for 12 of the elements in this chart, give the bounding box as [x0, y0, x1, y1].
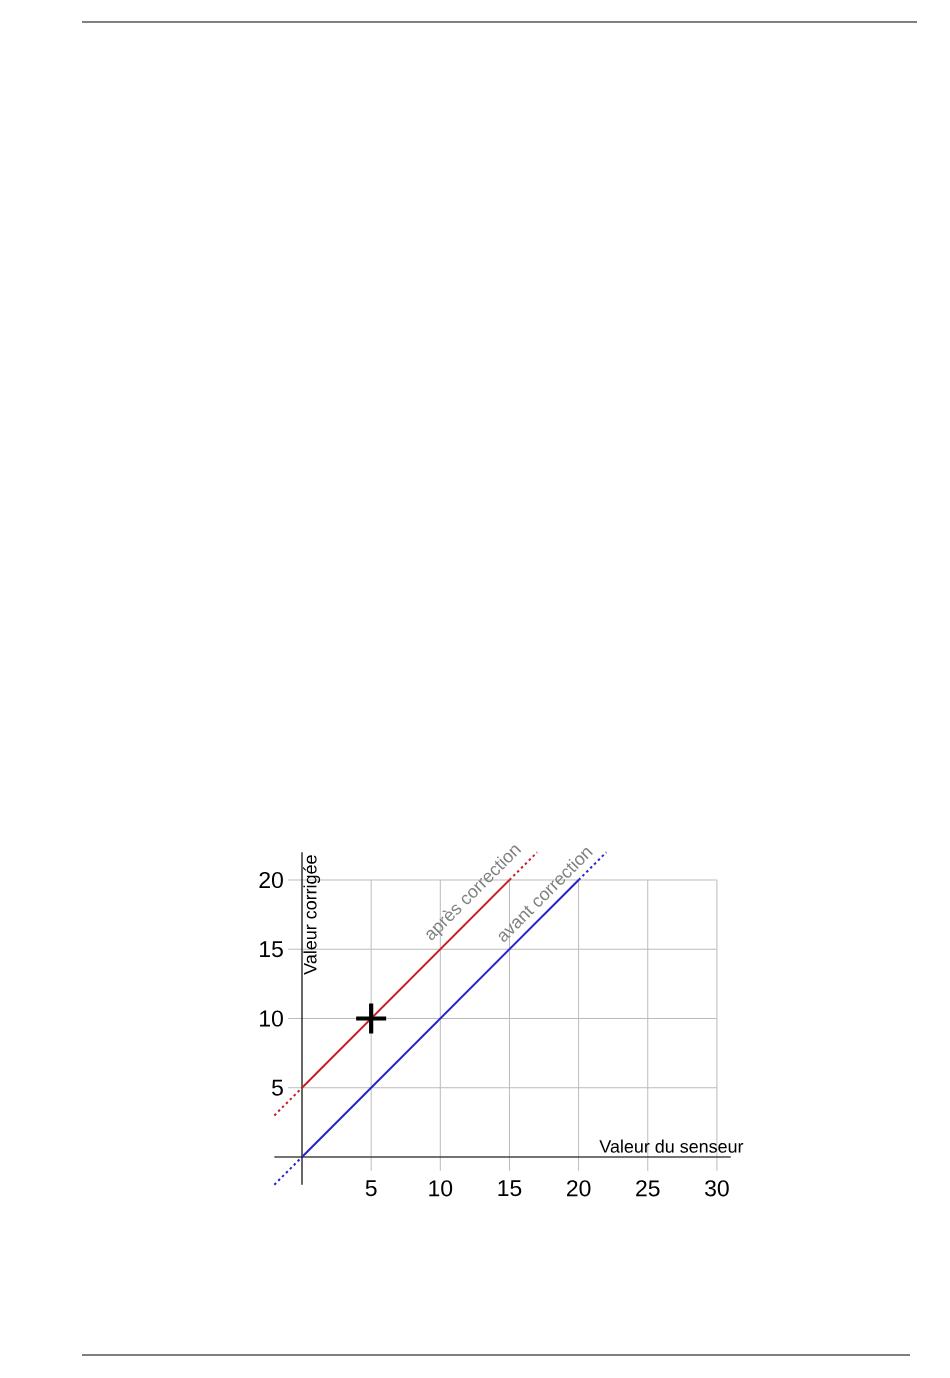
- y-tick-label: 10: [260, 1010, 283, 1027]
- y-tick-label: 20: [259, 871, 283, 889]
- x-tick-label: 20: [567, 1180, 591, 1197]
- x-tick-label: 25: [636, 1180, 660, 1197]
- y-axis-title: Valeur corrigée: [303, 855, 321, 975]
- x-tick-label: 30: [705, 1180, 729, 1197]
- x-tick-label: 15: [498, 1180, 522, 1197]
- x-tick-label: 5: [365, 1180, 377, 1197]
- x-axis-title: Valeur du senseur: [599, 1139, 744, 1153]
- y-tick-label: 15: [260, 941, 283, 958]
- x-tick-label: 10: [429, 1180, 453, 1197]
- y-tick-label: 5: [272, 1079, 283, 1096]
